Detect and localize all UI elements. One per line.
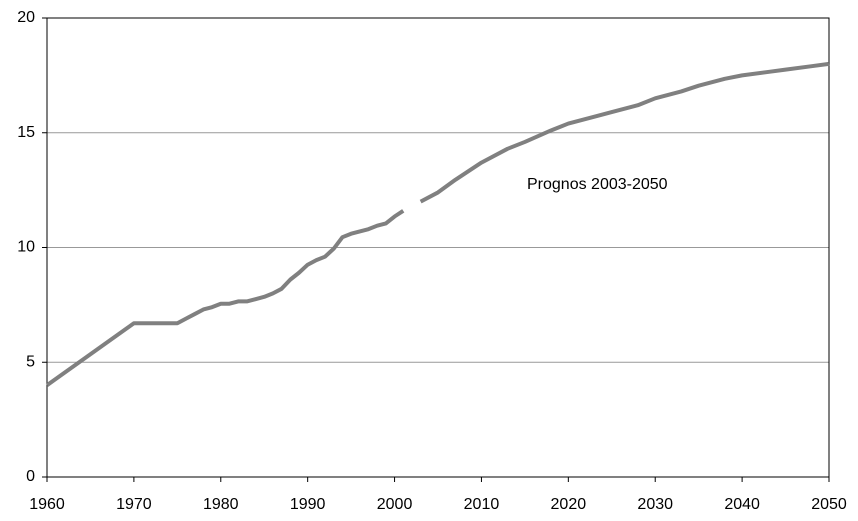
x-tick-label: 1980	[203, 496, 239, 513]
plot-border	[46, 17, 830, 478]
x-tick-label: 1990	[290, 496, 326, 513]
y-tick-label: 10	[17, 239, 35, 256]
y-tick-label: 20	[17, 9, 35, 26]
x-tick-label: 1970	[116, 496, 152, 513]
x-tick-label: 2040	[724, 496, 760, 513]
y-tick-label: 5	[26, 353, 35, 370]
x-tick-label: 2010	[464, 496, 500, 513]
x-tick-label: 2020	[551, 496, 587, 513]
x-tick-label: 2030	[637, 496, 673, 513]
y-tick-label: 15	[17, 124, 35, 141]
x-tick-label: 2050	[811, 496, 847, 513]
line	[419, 61, 830, 204]
x-tick-label: 2000	[377, 496, 413, 513]
x-tick-label: 1960	[29, 496, 65, 513]
y-tick-label: 0	[26, 468, 35, 485]
line	[45, 209, 405, 387]
annotation: Prognos 2003-2050	[527, 176, 668, 193]
